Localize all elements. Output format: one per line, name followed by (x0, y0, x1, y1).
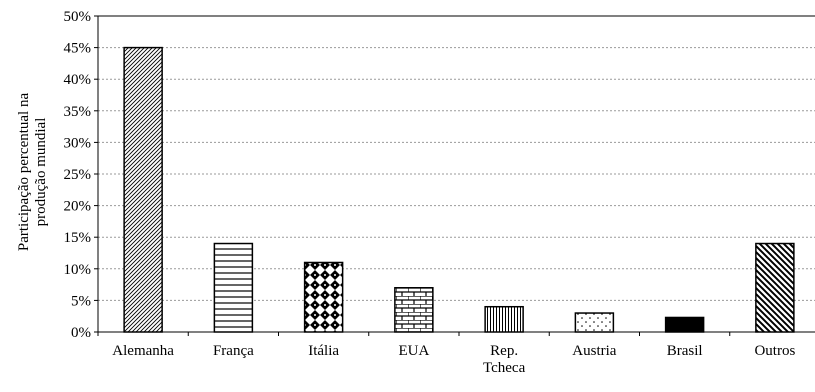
y-tick-label: 45% (64, 41, 92, 57)
x-tick-label: Austria (572, 343, 617, 359)
y-tick-label: 35% (64, 104, 92, 120)
bar-it-lia (303, 261, 344, 333)
x-tick-label: França (213, 343, 254, 359)
gridlines (98, 47, 815, 301)
x-tick-label: EUA (398, 343, 429, 359)
x-tick-label: Brasil (667, 343, 703, 359)
y-tick-label: 0% (71, 325, 91, 341)
x-tick-labels: Alemanha França Itália EUA Rep. Tcheca Austria… (97, 332, 795, 376)
bar-alemanha (123, 46, 163, 333)
bar-rep-tcheca (484, 305, 524, 333)
bars (123, 46, 795, 333)
bar-fran-a (213, 242, 254, 333)
y-tick-label: 30% (64, 135, 92, 151)
y-tick-label: 20% (64, 199, 92, 215)
y-tick-label: 50% (64, 9, 92, 25)
y-tick-label: 25% (64, 167, 92, 183)
y-tick-label: 10% (64, 262, 92, 278)
x-tick-label: Itália (308, 343, 339, 359)
x-tick-label: Alemanha (112, 343, 174, 359)
y-tick-label: 15% (64, 230, 92, 246)
bar-austria (574, 312, 615, 333)
bar-brasil (664, 316, 705, 333)
bar-outros (755, 242, 795, 333)
x-tick-label: Rep. Tcheca (483, 343, 526, 376)
y-tick-label: 40% (64, 72, 92, 88)
y-ticks: 0% 5% 10% 15% 20% 25% 30% 35% 40% 45% 50% (64, 9, 98, 341)
bar-eua (394, 287, 434, 333)
y-tick-label: 5% (71, 293, 91, 309)
y-axis-title: Participação percentual naprodução mundi… (16, 93, 49, 252)
x-tick-label: Outros (754, 343, 795, 359)
